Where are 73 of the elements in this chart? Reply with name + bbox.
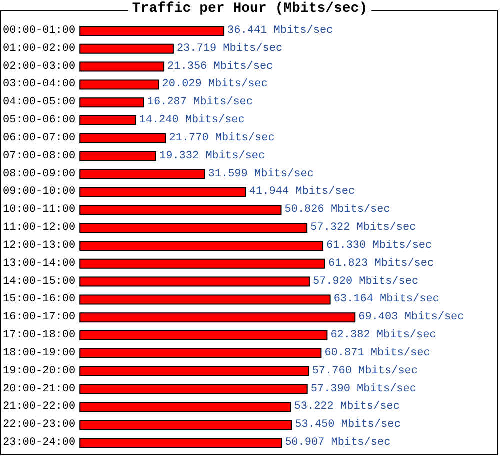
y-tick-label: 08:00-09:00	[2, 168, 76, 180]
y-tick-label: 17:00-18:00	[2, 330, 76, 342]
bar	[80, 98, 144, 108]
bar	[80, 240, 324, 251]
y-tick-label: 10:00-11:00	[2, 204, 76, 216]
y-tick-label: 06:00-07:00	[2, 132, 76, 144]
bar	[80, 402, 292, 412]
data-label: 19.332 Mbits/sec	[159, 150, 266, 162]
y-tick-label: 15:00-16:00	[2, 294, 76, 306]
data-label: 16.287 Mbits/sec	[147, 96, 254, 109]
bar	[80, 169, 206, 180]
bar	[80, 26, 225, 36]
bar	[80, 151, 156, 162]
y-tick-label: 19:00-20:00	[2, 365, 76, 378]
bar	[80, 384, 308, 394]
y-tick-label: 07:00-08:00	[2, 150, 76, 162]
data-label: 20.029 Mbits/sec	[162, 78, 268, 91]
bar	[80, 420, 292, 430]
bar	[80, 366, 310, 376]
y-tick-label: 20:00-21:00	[2, 383, 76, 396]
data-label: 60.871 Mbits/sec	[324, 347, 430, 360]
y-tick-label: 16:00-17:00	[2, 312, 76, 324]
bar	[80, 187, 246, 198]
y-tick-label: 02:00-03:00	[2, 60, 76, 73]
y-tick-label: 22:00-23:00	[2, 419, 76, 432]
data-label: 61.330 Mbits/sec	[326, 240, 432, 252]
bar	[80, 312, 356, 323]
data-label: 23.719 Mbits/sec	[176, 42, 283, 55]
data-label: 36.441 Mbits/sec	[228, 24, 334, 37]
data-label: 21.770 Mbits/sec	[169, 132, 275, 144]
bar	[80, 116, 136, 126]
y-tick-label: 12:00-13:00	[2, 240, 76, 252]
data-label: 63.164 Mbits/sec	[334, 294, 440, 306]
y-tick-label: 01:00-02:00	[2, 42, 76, 55]
data-label: 50.826 Mbits/sec	[284, 204, 390, 216]
y-tick-label: 14:00-15:00	[2, 276, 76, 288]
data-label: 57.390 Mbits/sec	[310, 383, 416, 396]
data-label: 57.920 Mbits/sec	[312, 276, 419, 288]
data-label: 53.450 Mbits/sec	[295, 419, 401, 432]
bar	[80, 44, 174, 54]
bar	[80, 258, 326, 269]
bar	[80, 330, 328, 341]
data-label: 21.356 Mbits/sec	[168, 60, 274, 73]
data-label: 57.760 Mbits/sec	[312, 365, 418, 378]
data-label: 14.240 Mbits/sec	[139, 114, 245, 127]
y-tick-label: 09:00-10:00	[2, 186, 76, 198]
data-label: 62.382 Mbits/sec	[330, 330, 436, 342]
bar	[80, 62, 165, 72]
bar	[80, 223, 308, 234]
bar	[80, 205, 282, 216]
bar	[80, 294, 331, 305]
y-tick-label: 21:00-22:00	[2, 401, 76, 414]
data-label: 41.944 Mbits/sec	[249, 186, 356, 198]
data-label: 69.403 Mbits/sec	[358, 312, 464, 324]
data-label: 50.907 Mbits/sec	[285, 437, 391, 450]
y-tick-label: 04:00-05:00	[2, 96, 76, 109]
data-label: 61.823 Mbits/sec	[328, 258, 434, 270]
bar	[80, 438, 282, 448]
bar	[80, 133, 166, 144]
bar	[80, 276, 310, 287]
data-label: 31.599 Mbits/sec	[208, 168, 314, 180]
y-tick-label: 05:00-06:00	[2, 114, 76, 127]
y-tick-label: 23:00-24:00	[2, 437, 76, 450]
data-label: 53.222 Mbits/sec	[294, 401, 400, 414]
bar	[80, 348, 322, 358]
y-tick-label: 13:00-14:00	[2, 258, 76, 270]
chart-title: Traffic per Hour (Mbits/sec)	[132, 1, 368, 17]
bar	[80, 80, 160, 90]
data-label: 57.322 Mbits/sec	[310, 222, 416, 234]
y-tick-label: 03:00-04:00	[2, 78, 76, 91]
y-tick-label: 00:00-01:00	[2, 24, 76, 37]
y-tick-label: 18:00-19:00	[2, 347, 76, 360]
y-tick-label: 11:00-12:00	[2, 222, 76, 234]
